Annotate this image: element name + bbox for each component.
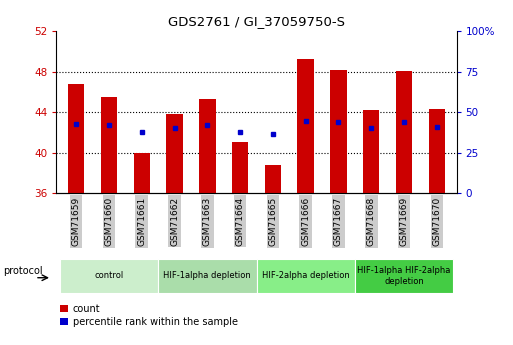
Bar: [298, 59, 314, 193]
Bar: [101, 97, 117, 193]
Bar: [158, 259, 256, 293]
Bar: [60, 259, 158, 293]
Title: GDS2761 / GI_37059750-S: GDS2761 / GI_37059750-S: [168, 16, 345, 29]
Text: GSM71668: GSM71668: [367, 196, 376, 246]
Text: GSM71661: GSM71661: [137, 196, 146, 246]
Bar: [355, 259, 453, 293]
Bar: [396, 71, 412, 193]
Text: GSM71669: GSM71669: [400, 196, 408, 246]
Bar: [232, 141, 248, 193]
Bar: [429, 109, 445, 193]
Bar: [256, 259, 355, 293]
Bar: [166, 114, 183, 193]
Text: GSM71662: GSM71662: [170, 196, 179, 246]
Legend: count, percentile rank within the sample: count, percentile rank within the sample: [56, 300, 242, 331]
Text: GSM71667: GSM71667: [334, 196, 343, 246]
Text: GSM71659: GSM71659: [72, 196, 81, 246]
Text: HIF-1alpha depletion: HIF-1alpha depletion: [164, 272, 251, 280]
Bar: [133, 152, 150, 193]
Text: GSM71660: GSM71660: [105, 196, 113, 246]
Text: GSM71666: GSM71666: [301, 196, 310, 246]
Text: GSM71665: GSM71665: [268, 196, 278, 246]
Bar: [68, 84, 84, 193]
Bar: [199, 99, 215, 193]
Bar: [265, 165, 281, 193]
Text: protocol: protocol: [3, 266, 43, 276]
Text: GSM71670: GSM71670: [432, 196, 441, 246]
Text: HIF-1alpha HIF-2alpha
depletion: HIF-1alpha HIF-2alpha depletion: [358, 266, 451, 286]
Text: GSM71663: GSM71663: [203, 196, 212, 246]
Bar: [330, 70, 347, 193]
Text: GSM71664: GSM71664: [235, 196, 245, 246]
Text: control: control: [94, 272, 124, 280]
Text: HIF-2alpha depletion: HIF-2alpha depletion: [262, 272, 349, 280]
Bar: [363, 110, 380, 193]
